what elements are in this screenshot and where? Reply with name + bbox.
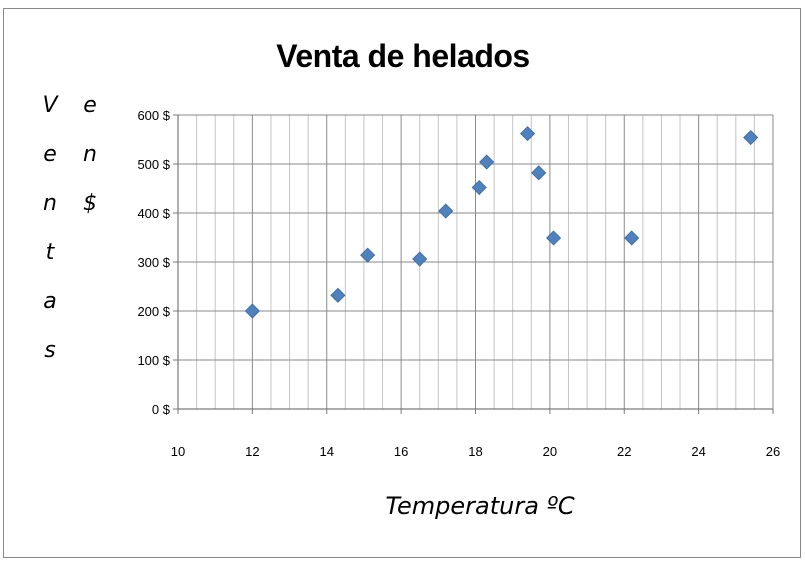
x-tick-label: 22 xyxy=(617,444,631,459)
y-tick-label: 200 $ xyxy=(137,304,170,319)
data-point xyxy=(412,251,428,267)
axes xyxy=(173,114,774,414)
x-tick-label: 10 xyxy=(171,444,185,459)
x-tick-label: 26 xyxy=(766,444,780,459)
data-point xyxy=(743,129,759,146)
y-tick-label: 500 $ xyxy=(137,157,170,172)
y-axis-label-letter: e xyxy=(43,142,57,167)
y-tick-label: 400 $ xyxy=(137,206,170,221)
y-axis-label-letter: $ xyxy=(83,191,97,216)
data-points xyxy=(244,126,759,319)
y-axis-label-letter: a xyxy=(43,289,57,314)
chart-frame xyxy=(3,8,801,558)
data-point xyxy=(624,230,640,246)
y-tick-labels: 0 $ 100 $ 200 $ 300 $ 400 $ 500 $ 600 $ xyxy=(137,108,170,417)
data-point xyxy=(471,179,487,196)
y-tick-label: 0 $ xyxy=(152,402,171,417)
y-axis-label-letter: e xyxy=(83,93,97,118)
y-tick-label: 100 $ xyxy=(137,353,170,368)
data-point xyxy=(360,247,376,263)
y-axis-label-letter: t xyxy=(45,240,55,265)
y-axis-label-letter: n xyxy=(43,191,57,216)
x-tick-label: 24 xyxy=(691,444,705,459)
data-point xyxy=(479,154,495,170)
x-tick-label: 18 xyxy=(468,444,482,459)
y-axis-label-letter: n xyxy=(83,142,97,167)
x-tick-label: 12 xyxy=(245,444,259,459)
data-point xyxy=(438,203,454,219)
chart-title: Venta de helados xyxy=(276,38,530,74)
x-tick-label: 14 xyxy=(320,444,334,459)
grid-lines xyxy=(177,114,774,410)
y-axis-label-letter: V xyxy=(42,93,58,118)
y-axis-label-letter: s xyxy=(44,338,56,363)
x-tick-labels: 10 12 14 16 18 20 22 24 26 xyxy=(171,444,780,459)
x-tick-label: 20 xyxy=(543,444,557,459)
data-point xyxy=(244,303,260,319)
y-tick-label: 600 $ xyxy=(137,108,170,123)
data-point xyxy=(330,287,346,303)
x-axis-label: Temperatura ºC xyxy=(385,492,575,520)
data-point xyxy=(546,230,562,246)
y-tick-label: 300 $ xyxy=(137,255,170,270)
data-point xyxy=(519,126,536,142)
data-point xyxy=(531,165,547,181)
x-tick-label: 16 xyxy=(394,444,408,459)
